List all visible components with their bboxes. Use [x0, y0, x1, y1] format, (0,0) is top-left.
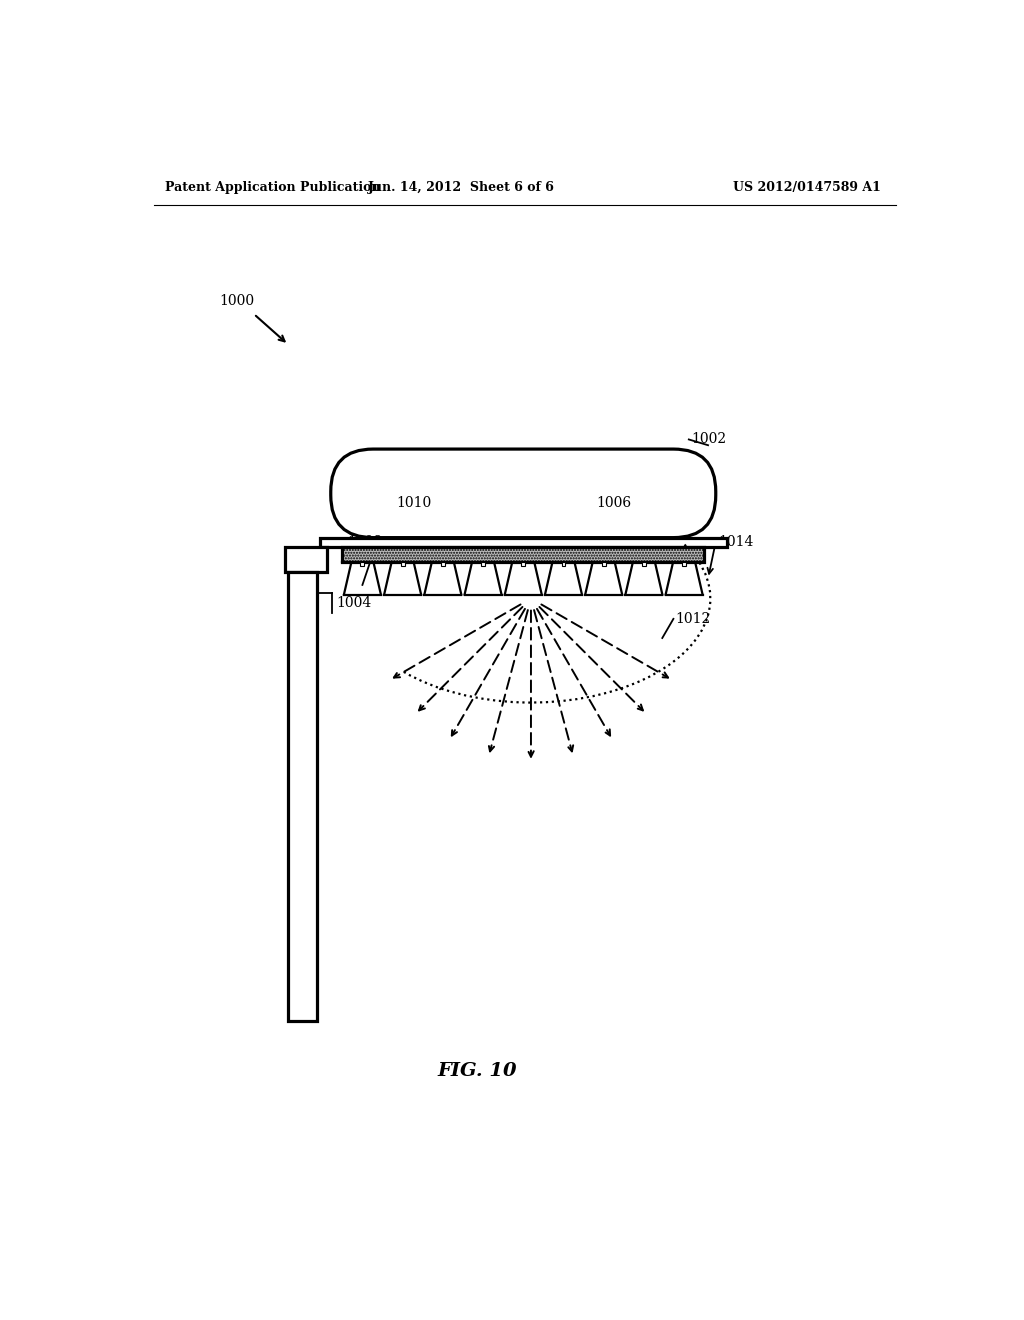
Bar — [360, 562, 365, 566]
Bar — [682, 562, 686, 566]
Bar — [561, 562, 565, 566]
Text: 1000: 1000 — [219, 294, 254, 308]
Text: 1010: 1010 — [396, 496, 431, 511]
Bar — [400, 562, 404, 566]
Bar — [285, 546, 327, 572]
Text: Patent Application Publication: Patent Application Publication — [165, 181, 381, 194]
Text: 1006: 1006 — [596, 496, 632, 511]
Text: US 2012/0147589 A1: US 2012/0147589 A1 — [733, 181, 882, 194]
FancyBboxPatch shape — [331, 449, 716, 537]
Bar — [319, 537, 727, 546]
Text: 1012: 1012 — [676, 612, 711, 626]
Bar — [642, 562, 646, 566]
Bar — [342, 546, 705, 562]
Text: 1004: 1004 — [336, 595, 372, 610]
Text: 1002: 1002 — [691, 433, 726, 446]
Bar — [289, 572, 316, 1020]
Text: FIG. 10: FIG. 10 — [437, 1061, 517, 1080]
Bar — [602, 562, 605, 566]
Text: 1008: 1008 — [348, 535, 383, 549]
Text: Jun. 14, 2012  Sheet 6 of 6: Jun. 14, 2012 Sheet 6 of 6 — [369, 181, 555, 194]
Bar — [521, 562, 525, 566]
Bar — [441, 562, 444, 566]
Bar — [481, 562, 485, 566]
Text: 1014: 1014 — [718, 535, 754, 549]
